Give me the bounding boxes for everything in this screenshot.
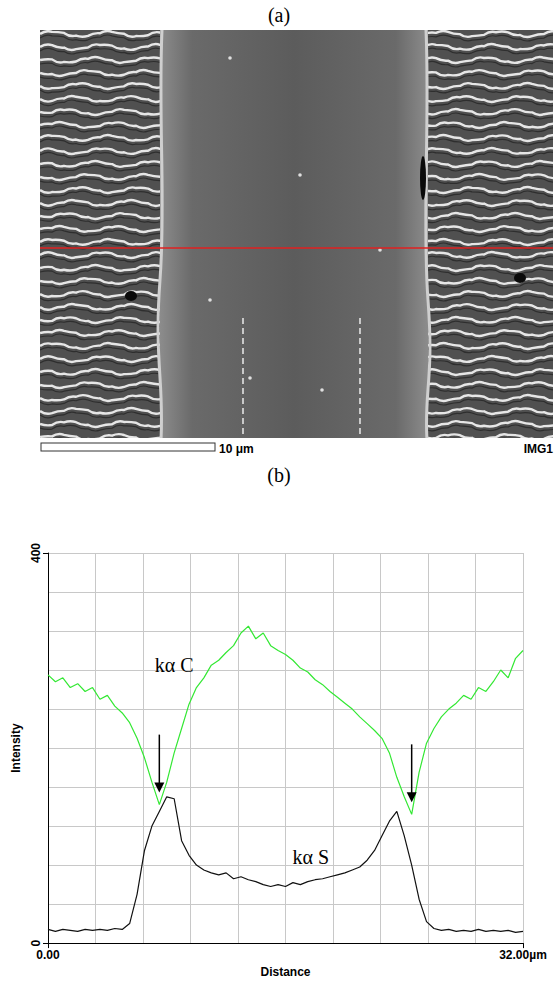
svg-text:kα S: kα S	[292, 846, 329, 868]
svg-text:Intensity: Intensity	[9, 723, 23, 773]
svg-text:10 μm: 10 μm	[219, 442, 254, 456]
svg-text:0.00: 0.00	[36, 948, 60, 962]
svg-text:32.00µm: 32.00µm	[499, 948, 547, 962]
svg-text:400: 400	[29, 543, 43, 563]
svg-text:Distance: Distance	[260, 965, 310, 979]
svg-text:(b): (b)	[267, 464, 290, 487]
svg-text:(a): (a)	[268, 4, 290, 27]
svg-text:kα C: kα C	[155, 654, 194, 676]
svg-text:0: 0	[29, 939, 43, 946]
svg-text:IMG1: IMG1	[524, 442, 554, 456]
